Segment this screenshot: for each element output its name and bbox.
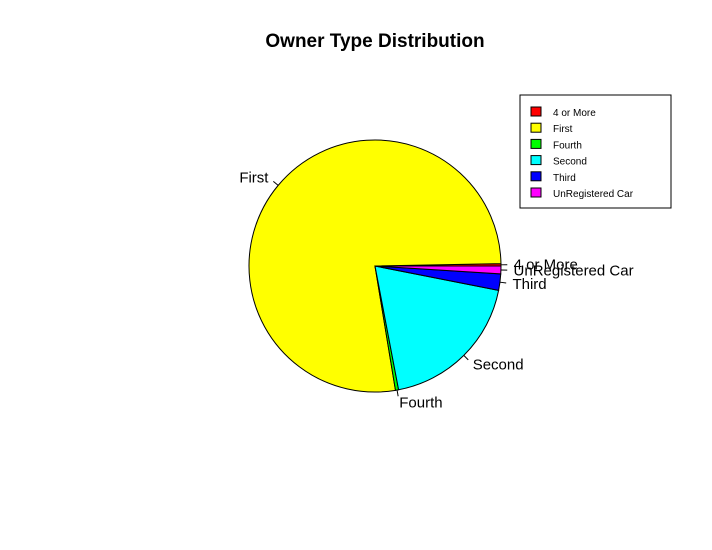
pie-label-fourth: Fourth [399, 394, 442, 411]
legend-swatch-first [530, 122, 542, 133]
pie-slice-unregistered-car [374, 265, 502, 275]
pie-label-tick-second [463, 355, 469, 361]
legend-swatch-fourth [530, 138, 542, 149]
pie-slices [248, 139, 502, 393]
legend-label-4-or-more: 4 or More [553, 108, 596, 119]
legend: 4 or More First Fourth Second Third UnRegiste… [519, 94, 672, 209]
legend-swatch-third [530, 171, 542, 182]
pie-label-tick-first [273, 180, 279, 186]
pie-label-tick-fourth [396, 389, 399, 397]
chart-title: Owner Type Distribution [265, 31, 484, 52]
legend-label-first: First [553, 124, 573, 135]
legend-box [519, 94, 672, 209]
legend-swatch-4-or-more [530, 106, 542, 117]
legend-label-third: Third [553, 173, 576, 184]
legend-label-second: Second [553, 157, 587, 168]
pie-label-4-or-more: 4 or More [514, 257, 578, 274]
pie-slice-second [374, 265, 500, 391]
pie-label-third: Third [512, 276, 546, 293]
pie-slice-labels: 4 or MoreFirstFourthSecondThirdUnRegiste… [239, 169, 633, 411]
pie-label-second: Second [473, 356, 524, 373]
legend-swatch-second [530, 155, 542, 166]
pie-label-tick-third [499, 281, 507, 284]
pie-label-unregistered-car: UnRegistered Car [514, 262, 634, 279]
legend-label-fourth: Fourth [553, 140, 582, 151]
pie-label-first: First [239, 169, 269, 186]
legend-label-unregistered-car: UnRegistered Car [553, 189, 634, 200]
legend-swatch-unregistered-car [530, 187, 542, 198]
